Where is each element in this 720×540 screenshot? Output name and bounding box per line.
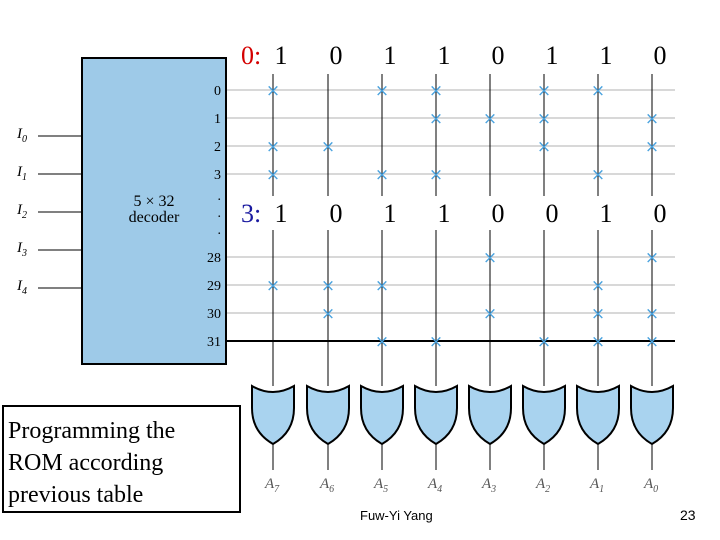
or-gate (360, 384, 404, 446)
decoder-output-label: 1 (214, 112, 221, 127)
fuse-cross: × (321, 304, 335, 324)
fuse-cross: × (645, 137, 659, 157)
row-bit: 0 (330, 199, 343, 228)
output-label: A1 (589, 476, 604, 495)
row-bit: 1 (384, 41, 397, 70)
fuse-cross: × (645, 248, 659, 268)
row-bit: 1 (600, 199, 613, 228)
fuse-cross: × (645, 109, 659, 129)
fuse-cross: × (429, 332, 443, 352)
or-gates: A7 A6 A5 A4 A3 A2 A1 A0 (251, 384, 674, 495)
row-bit: 1 (275, 41, 288, 70)
row-bit: 0 (492, 41, 505, 70)
decoder-output-label: . (218, 223, 222, 238)
row-tag: 3: (241, 199, 261, 228)
fuse-cross: × (266, 81, 280, 101)
decoder-output-label: 29 (207, 279, 221, 294)
fuse-cross: × (321, 276, 335, 296)
fuse-cross: × (645, 304, 659, 324)
fuse-cross: × (429, 81, 443, 101)
fuse-cross: × (591, 81, 605, 101)
caption-box: Programming the ROM according previous t… (2, 405, 241, 513)
decoder-output-label: 28 (207, 251, 221, 266)
decoder-output-label: 3 (214, 168, 221, 183)
decoder-input-label: I0 (16, 126, 27, 145)
or-gate (576, 384, 620, 446)
output-label: A2 (535, 476, 550, 495)
decoder-input-label: I1 (16, 164, 27, 183)
row-bit: 0 (330, 41, 343, 70)
fuse-cross: × (483, 109, 497, 129)
or-gate (251, 384, 295, 446)
decoder-box (81, 57, 227, 365)
output-label: A5 (373, 476, 388, 495)
fuse-crosses: × × × × × × × × × × × × × × × × × × × × × × × × × × × × × × × × (266, 81, 659, 352)
fuse-cross: × (591, 332, 605, 352)
decoder-output-label: . (218, 189, 222, 204)
row-background (236, 196, 676, 230)
fuse-cross: × (591, 304, 605, 324)
row-bit: 0 (654, 41, 667, 70)
row-bit: 1 (438, 41, 451, 70)
fuse-cross: × (483, 248, 497, 268)
footer-author: Fuw-Yi Yang (360, 508, 433, 523)
decoder-title: decoder (129, 209, 180, 226)
fuse-cross: × (429, 165, 443, 185)
fuse-cross: × (375, 276, 389, 296)
row-bit: 1 (384, 199, 397, 228)
or-gate (306, 384, 350, 446)
fuse-cross: × (537, 81, 551, 101)
row-tag: 0: (241, 41, 261, 70)
fuse-cross: × (591, 165, 605, 185)
row-bit: 1 (546, 41, 559, 70)
decoder-output-label: . (218, 206, 222, 221)
fuse-cross: × (645, 332, 659, 352)
fuse-cross: × (266, 276, 280, 296)
row-bit: 1 (438, 199, 451, 228)
fuse-cross: × (375, 332, 389, 352)
decoder-output-label: 2 (214, 140, 221, 155)
output-label: A7 (264, 476, 280, 495)
row-bit: 0 (492, 199, 505, 228)
row-bit: 0 (546, 199, 559, 228)
fuse-cross: × (429, 109, 443, 129)
fuse-cross: × (266, 165, 280, 185)
decoder-title: 5 × 32 (133, 193, 174, 210)
row-background (236, 38, 676, 72)
output-label: A0 (643, 476, 658, 495)
fuse-cross: × (375, 81, 389, 101)
fuse-cross: × (537, 332, 551, 352)
output-label: A4 (427, 476, 442, 495)
fuse-cross: × (321, 137, 335, 157)
fuse-cross: × (537, 109, 551, 129)
output-label: A6 (319, 476, 334, 495)
or-gate (630, 384, 674, 446)
decoder-output-label: 30 (207, 307, 221, 322)
output-label: A3 (481, 476, 496, 495)
page-number: 23 (680, 507, 696, 523)
row-bit: 1 (600, 41, 613, 70)
or-gate (522, 384, 566, 446)
fuse-cross: × (266, 137, 280, 157)
decoder-output-label: 0 (214, 84, 221, 99)
fuse-cross: × (537, 137, 551, 157)
decoder-input-label: I4 (16, 278, 27, 297)
row-bit: 0 (654, 199, 667, 228)
decoder-output-label: 31 (207, 335, 221, 350)
row-bit: 1 (275, 199, 288, 228)
or-gate (468, 384, 512, 446)
decoder-input-label: I2 (16, 202, 27, 221)
fuse-cross: × (375, 165, 389, 185)
fuse-cross: × (483, 304, 497, 324)
or-gate (414, 384, 458, 446)
fuse-cross: × (591, 276, 605, 296)
truth-rows: 0: 1 0 1 1 0 1 1 0 3: 1 0 1 1 0 0 1 0 (236, 38, 676, 230)
decoder-input-label: I3 (16, 240, 27, 259)
